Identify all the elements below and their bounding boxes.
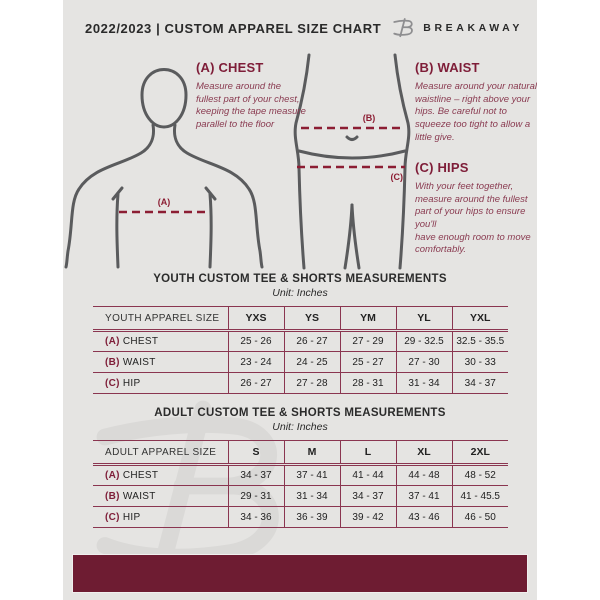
cell: 48 - 52 xyxy=(451,464,508,486)
waist-heading: (B) WAIST xyxy=(415,60,480,75)
row-prefix: (B) xyxy=(105,356,120,368)
size-header: YS xyxy=(283,306,340,332)
cell: 32.5 - 35.5 xyxy=(451,330,508,352)
table-row: (A) CHEST 25 - 26 26 - 27 27 - 29 29 - 3… xyxy=(93,330,508,352)
cell: 23 - 24 xyxy=(227,351,284,373)
row-label: (B) WAIST xyxy=(93,485,228,507)
cell: 27 - 29 xyxy=(339,330,396,352)
row-prefix: (B) xyxy=(105,490,120,502)
adult-size-col-header: ADULT APPAREL SIZE xyxy=(93,440,228,466)
brand-lockup: BREAKAWAY xyxy=(392,16,523,40)
cell: 41 - 45.5 xyxy=(451,485,508,507)
brand-name: BREAKAWAY xyxy=(423,22,523,34)
cell: 37 - 41 xyxy=(395,485,452,507)
table-row: (C) HIP 34 - 36 36 - 39 39 - 42 43 - 46 … xyxy=(93,506,508,528)
table-row: (B) WAIST 23 - 24 24 - 25 25 - 27 27 - 3… xyxy=(93,351,508,373)
row-prefix: (A) xyxy=(105,470,120,481)
cell: 25 - 27 xyxy=(339,351,396,373)
youth-size-col-header: YOUTH APPAREL SIZE xyxy=(93,306,228,332)
row-label: (C) HIP xyxy=(93,506,228,528)
size-header: XL xyxy=(395,440,452,466)
cell: 34 - 37 xyxy=(451,372,508,394)
cell: 43 - 46 xyxy=(395,506,452,528)
hips-heading: (C) HIPS xyxy=(415,160,469,175)
cell: 27 - 30 xyxy=(395,351,452,373)
cell: 34 - 37 xyxy=(227,464,284,486)
footer-accent-bar xyxy=(72,554,528,593)
cell: 30 - 33 xyxy=(451,351,508,373)
cell: 27 - 28 xyxy=(283,372,340,394)
youth-table-title: YOUTH CUSTOM TEE & SHORTS MEASUREMENTS xyxy=(153,273,447,285)
row-label-text: WAIST xyxy=(122,490,156,502)
size-chart-document: 2022/2023 | CUSTOM APPAREL SIZE CHART BR… xyxy=(63,0,537,600)
chest-marker-label: (A) xyxy=(158,197,171,207)
size-header: YL xyxy=(395,306,452,332)
cell: 44 - 48 xyxy=(395,464,452,486)
cell: 28 - 31 xyxy=(339,372,396,394)
page-title: 2022/2023 | CUSTOM APPAREL SIZE CHART xyxy=(85,20,382,36)
breakaway-logo-icon xyxy=(393,18,414,38)
cell: 29 - 32.5 xyxy=(395,330,452,352)
row-label: (A) CHEST xyxy=(93,464,228,486)
size-header: YM xyxy=(339,306,396,332)
row-label-text: WAIST xyxy=(122,356,156,368)
size-header: S xyxy=(227,440,284,466)
row-label: (A) CHEST xyxy=(93,330,228,352)
row-label-text: CHEST xyxy=(122,470,159,481)
size-header: M xyxy=(283,440,340,466)
cell: 39 - 42 xyxy=(339,506,396,528)
table-row: (C) HIP 26 - 27 27 - 28 28 - 31 31 - 34 … xyxy=(93,372,508,394)
adult-table-unit: Unit: Inches xyxy=(272,421,328,433)
row-label: (C) HIP xyxy=(93,372,228,394)
cell: 31 - 34 xyxy=(395,372,452,394)
hips-marker-label: (C) xyxy=(391,172,404,182)
size-header: YXS xyxy=(227,306,284,332)
cell: 34 - 37 xyxy=(339,485,396,507)
chest-instructions: Measure around the fullest part of your … xyxy=(196,81,306,130)
table-row: (A) CHEST 34 - 37 37 - 41 41 - 44 44 - 4… xyxy=(93,464,508,486)
adult-size-table: ADULT APPAREL SIZE S M L XL 2XL (A) CHES… xyxy=(93,440,508,528)
row-label-text: HIP xyxy=(122,511,141,523)
row-label: (B) WAIST xyxy=(93,351,228,373)
cell: 29 - 31 xyxy=(227,485,284,507)
lower-body-diagram: (B) (C) xyxy=(293,53,411,270)
row-prefix: (A) xyxy=(105,336,120,347)
adult-header-row: ADULT APPAREL SIZE S M L XL 2XL xyxy=(93,440,508,466)
document-header: 2022/2023 | CUSTOM APPAREL SIZE CHART BR… xyxy=(85,16,523,40)
row-label-text: CHEST xyxy=(122,336,159,347)
size-header: YXL xyxy=(451,306,508,332)
size-header: L xyxy=(339,440,396,466)
hips-instructions: With your feet together, measure around … xyxy=(415,181,531,256)
cell: 46 - 50 xyxy=(451,506,508,528)
cell: 24 - 25 xyxy=(283,351,340,373)
waist-marker-label: (B) xyxy=(363,113,376,123)
row-prefix: (C) xyxy=(105,511,120,523)
row-prefix: (C) xyxy=(105,377,120,389)
cell: 41 - 44 xyxy=(339,464,396,486)
youth-size-table: YOUTH APPAREL SIZE YXS YS YM YL YXL (A) … xyxy=(93,306,508,394)
cell: 25 - 26 xyxy=(227,330,284,352)
cell: 36 - 39 xyxy=(283,506,340,528)
cell: 34 - 36 xyxy=(227,506,284,528)
youth-table-unit: Unit: Inches xyxy=(272,287,328,299)
chest-heading: (A) CHEST xyxy=(196,60,264,75)
cell: 31 - 34 xyxy=(283,485,340,507)
size-header: 2XL xyxy=(451,440,508,466)
waist-instructions: Measure around your natural waistline – … xyxy=(415,81,537,143)
cell: 26 - 27 xyxy=(283,330,340,352)
cell: 37 - 41 xyxy=(283,464,340,486)
adult-table-title: ADULT CUSTOM TEE & SHORTS MEASUREMENTS xyxy=(154,407,446,419)
cell: 26 - 27 xyxy=(227,372,284,394)
row-label-text: HIP xyxy=(122,377,141,389)
torso-diagram: (A) xyxy=(64,68,264,269)
youth-header-row: YOUTH APPAREL SIZE YXS YS YM YL YXL xyxy=(93,306,508,332)
table-row: (B) WAIST 29 - 31 31 - 34 34 - 37 37 - 4… xyxy=(93,485,508,507)
